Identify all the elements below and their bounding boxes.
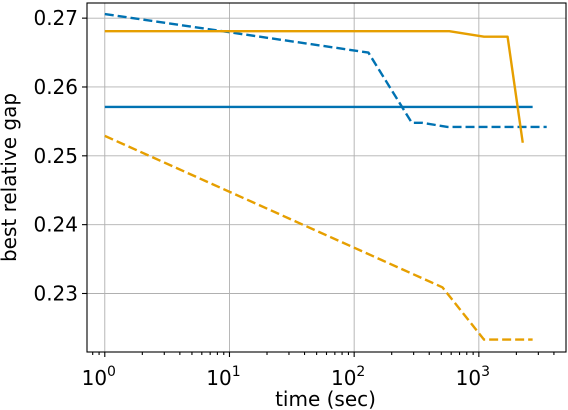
y-tick-label: 0.23 (33, 281, 78, 305)
x-tick-label-base: 10 (206, 366, 231, 390)
x-tick-label-exponent: 1 (232, 364, 241, 380)
x-tick-label-exponent: 2 (356, 364, 365, 380)
y-axis-label: best relative gap (0, 93, 21, 262)
x-tick-label: 102 (331, 364, 365, 390)
x-tick-label-base: 10 (82, 366, 107, 390)
y-tick-label: 0.26 (33, 75, 78, 99)
grid-layer (87, 3, 566, 352)
x-axis-label: time (sec) (275, 387, 376, 410)
series-line-4 (104, 134, 533, 341)
y-tick-label: 0.27 (33, 6, 78, 30)
x-tick-label: 103 (456, 364, 490, 390)
series-layer (104, 12, 547, 341)
x-tick-label-base: 10 (456, 366, 481, 390)
tick-layer (82, 17, 555, 357)
y-tick-label: 0.25 (33, 144, 78, 168)
x-tick-label: 101 (206, 364, 240, 390)
series-line-3 (104, 30, 524, 143)
series-line-2 (104, 12, 547, 129)
x-tick-label: 100 (82, 364, 116, 390)
x-tick-label-exponent: 3 (481, 364, 490, 380)
x-tick-label-base: 10 (331, 366, 356, 390)
x-tick-label-exponent: 0 (107, 364, 116, 380)
plot-frame (86, 2, 567, 353)
y-tick-label: 0.24 (33, 213, 78, 237)
